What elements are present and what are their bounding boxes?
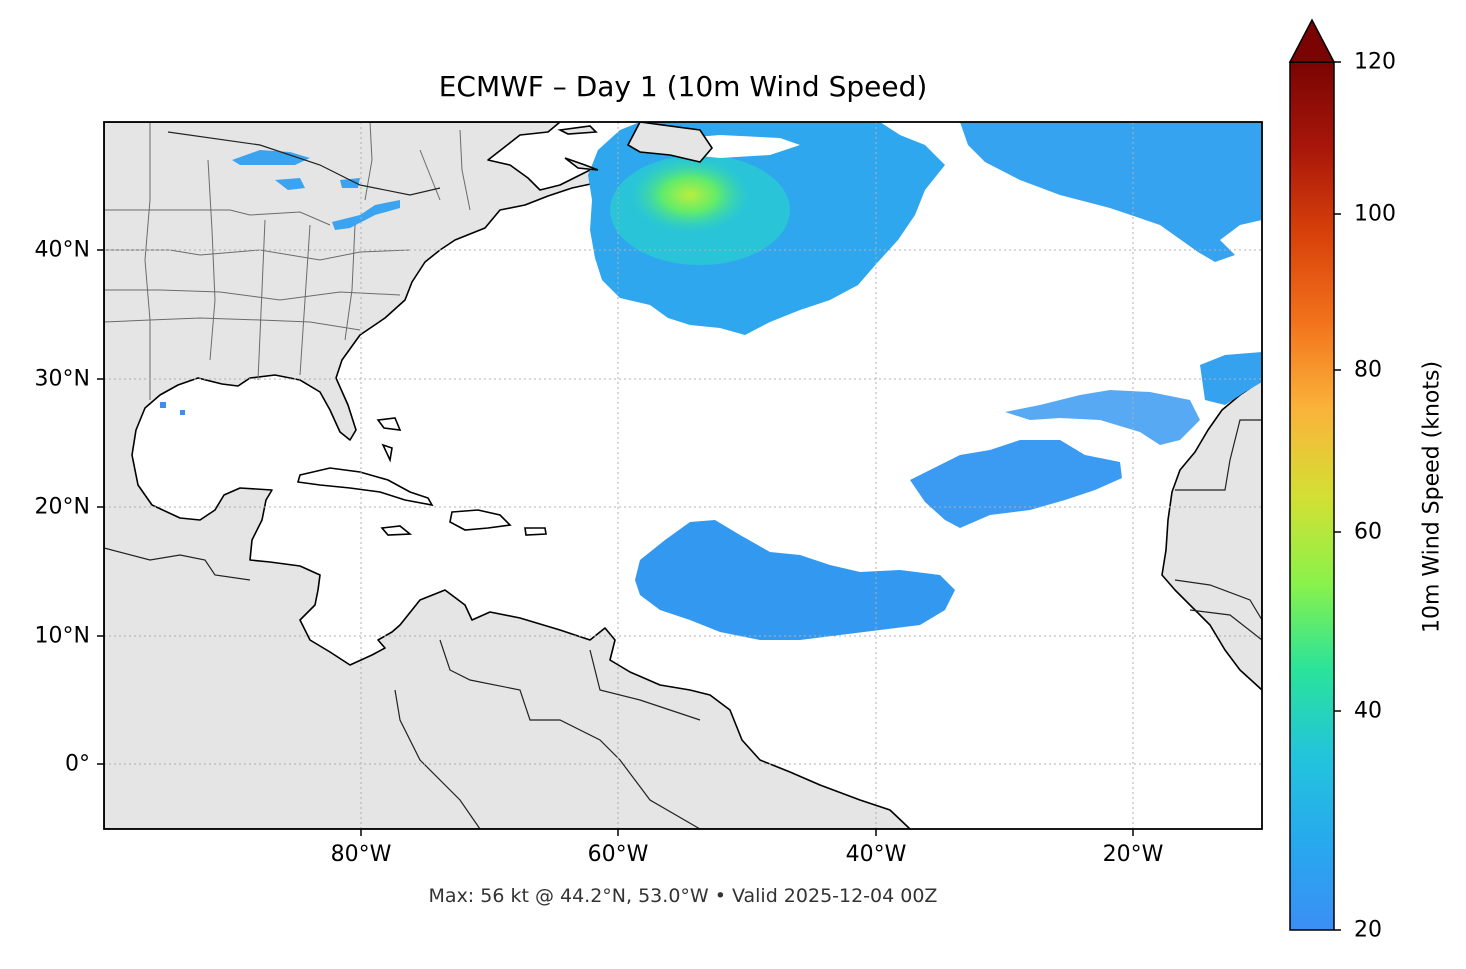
wind-region-florida-specks [160,402,185,415]
y-tick-label: 10°N [34,623,90,649]
state-borders [104,122,471,400]
y-tick-label: 30°N [34,366,90,392]
colorbar-tick-label: 80 [1354,357,1382,383]
island-bahamas [376,417,402,463]
island-puerto-rico [524,527,547,536]
graticule [104,122,1262,829]
island-newfoundland [626,122,714,163]
island-pei [557,125,599,171]
colorbar-gradient [1289,61,1335,931]
chart-title: ECMWF – Day 1 (10m Wind Speed) [438,70,928,103]
x-tick-label: 60°W [587,842,649,867]
colorbar-extend-arrow [1288,18,1336,63]
x-tick-label: 80°W [330,842,392,867]
y-tick-label: 0° [65,751,90,777]
wind-field [160,122,1262,640]
colorbar-tick-label: 20 [1354,917,1382,943]
x-tick-label: 20°W [1102,842,1164,867]
land-africa [1161,379,1262,691]
wind-maximum-hotspot [630,157,750,233]
y-tick-label: 20°N [34,494,90,520]
wind-region-ne-atlantic [960,122,1262,262]
colorbar-label: 10m Wind Speed (knots) [1419,360,1445,634]
island-cuba [296,467,434,507]
colorbar-tick-label: 40 [1354,698,1382,724]
islands [296,122,714,536]
wind-region-subtropical [910,440,1122,528]
colorbar-tick-label: 60 [1354,519,1382,545]
wind-region-tropical [635,520,955,640]
wind-region-subtropical-north [1005,390,1200,445]
colorbar [1288,18,1341,931]
footer-max-info: Max: 56 kt @ 44.2°N, 53.0°W • Valid 2025… [428,885,938,907]
island-jamaica [380,525,413,536]
island-hispaniola [449,509,512,531]
wind-region-great-lakes [232,150,400,230]
y-tick-label: 40°N [34,237,90,263]
colorbar-tick-label: 120 [1354,49,1396,75]
country-borders [104,122,1262,829]
x-tick-label: 40°W [845,842,907,867]
axis-tick-marks [97,249,1134,836]
map-frame [103,121,1263,830]
colorbar-tick-label: 100 [1354,201,1396,227]
